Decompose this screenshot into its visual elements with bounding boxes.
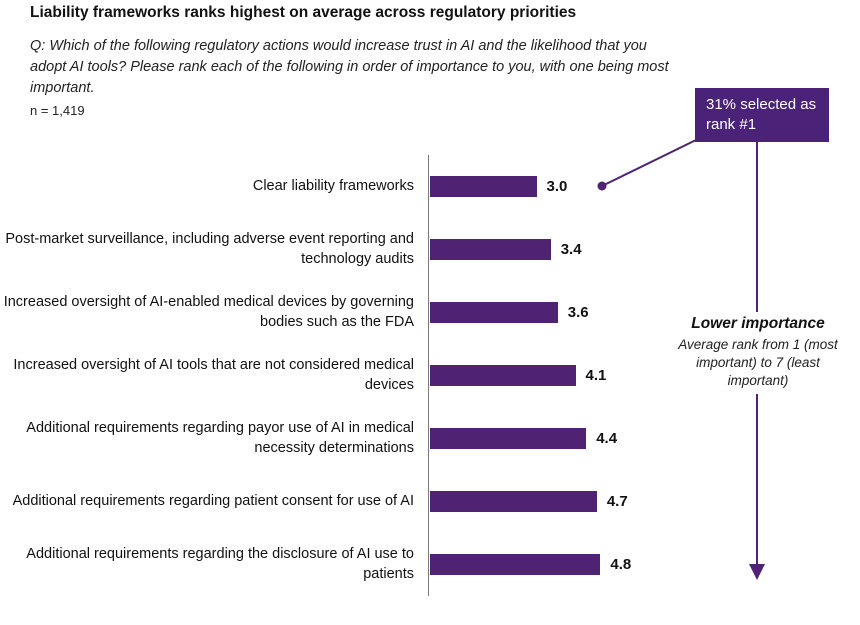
bar-area: 4.7	[428, 470, 860, 533]
survey-question-text: Q: Which of the following regulatory act…	[30, 38, 669, 97]
chart-row: Post-market surveillance, including adve…	[0, 218, 860, 281]
bar	[430, 176, 537, 197]
bar	[430, 554, 601, 575]
chart-row: Clear liability frameworks 3.0	[0, 155, 860, 218]
sample-size-label: n = 1,419	[30, 103, 85, 118]
chart-row: Additional requirements regarding payor …	[0, 407, 860, 470]
chart-row: Increased oversight of AI-enabled medica…	[0, 281, 860, 344]
bar-area: 4.4	[428, 407, 860, 470]
bar-area: 3.0	[428, 155, 860, 218]
category-label: Additional requirements regarding payor …	[26, 419, 414, 456]
bar	[430, 302, 558, 323]
chart-row: Additional requirements regarding patien…	[0, 470, 860, 533]
bar	[430, 491, 597, 512]
value-label: 3.4	[560, 241, 582, 258]
category-label: Additional requirements regarding the di…	[26, 545, 414, 582]
bar	[430, 239, 551, 260]
category-label: Post-market surveillance, including adve…	[5, 230, 414, 267]
page-title: Liability frameworks ranks highest on av…	[30, 4, 577, 21]
bar-area: 4.1	[428, 344, 860, 407]
axis-annotation-body: Average rank from 1 (most important) to …	[678, 337, 838, 389]
axis-annotation: Lower importance Average rank from 1 (mo…	[672, 312, 844, 394]
callout-box: 31% selected as rank #1	[695, 88, 829, 142]
bar-area: 3.6	[428, 281, 860, 344]
axis-annotation-heading: Lower importance	[691, 315, 825, 332]
value-label: 4.4	[596, 430, 618, 447]
bar-area: 3.4	[428, 218, 860, 281]
category-label: Additional requirements regarding patien…	[12, 492, 414, 509]
bar	[430, 365, 576, 386]
chart-row: Increased oversight of AI tools that are…	[0, 344, 860, 407]
chart-row: Additional requirements regarding the di…	[0, 533, 860, 596]
category-label: Clear liability frameworks	[252, 177, 414, 194]
category-label: Increased oversight of AI tools that are…	[13, 356, 414, 393]
value-label: 4.1	[585, 367, 607, 384]
bar	[430, 428, 587, 449]
bar-chart: Clear liability frameworks 3.0 Post-market…	[0, 155, 860, 596]
category-label: Increased oversight of AI-enabled medica…	[3, 293, 414, 330]
value-label: 4.8	[610, 556, 632, 573]
value-label: 3.0	[546, 178, 568, 195]
value-label: 4.7	[606, 493, 628, 510]
value-label: 3.6	[567, 304, 589, 321]
bar-area: 4.8	[428, 533, 860, 596]
